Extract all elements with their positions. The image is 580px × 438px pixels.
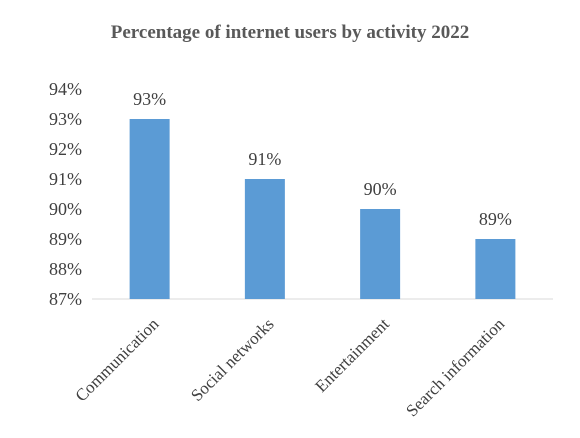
y-tick-label: 94% — [49, 79, 82, 99]
category-label: Communication — [72, 314, 163, 405]
bar-communication — [129, 119, 170, 299]
data-label: 91% — [248, 149, 281, 169]
y-tick-label: 92% — [49, 139, 82, 159]
bar-social-networks — [244, 179, 285, 299]
chart-title: Percentage of internet users by activity… — [111, 22, 469, 43]
y-tick-label: 87% — [49, 289, 82, 309]
data-labels: 93% 91% 90% 89% — [133, 89, 512, 229]
y-tick-label: 89% — [49, 229, 82, 249]
category-labels: Communication Social networks Entertainmen… — [72, 314, 509, 420]
y-tick-label: 93% — [49, 109, 82, 129]
data-label: 93% — [133, 89, 166, 109]
data-label: 89% — [479, 209, 512, 229]
category-label: Search information — [402, 314, 508, 420]
category-label: Social networks — [187, 314, 278, 405]
data-label: 90% — [364, 179, 397, 199]
category-label: Entertainment — [311, 314, 393, 396]
bar-search-information — [475, 239, 516, 299]
bar-entertainment — [360, 209, 401, 299]
bar-series — [129, 119, 516, 299]
y-axis-ticks: 87% 88% 89% 90% 91% 92% 93% 94% — [49, 79, 82, 309]
y-tick-label: 91% — [49, 169, 82, 189]
y-tick-label: 88% — [49, 259, 82, 279]
y-tick-label: 90% — [49, 199, 82, 219]
